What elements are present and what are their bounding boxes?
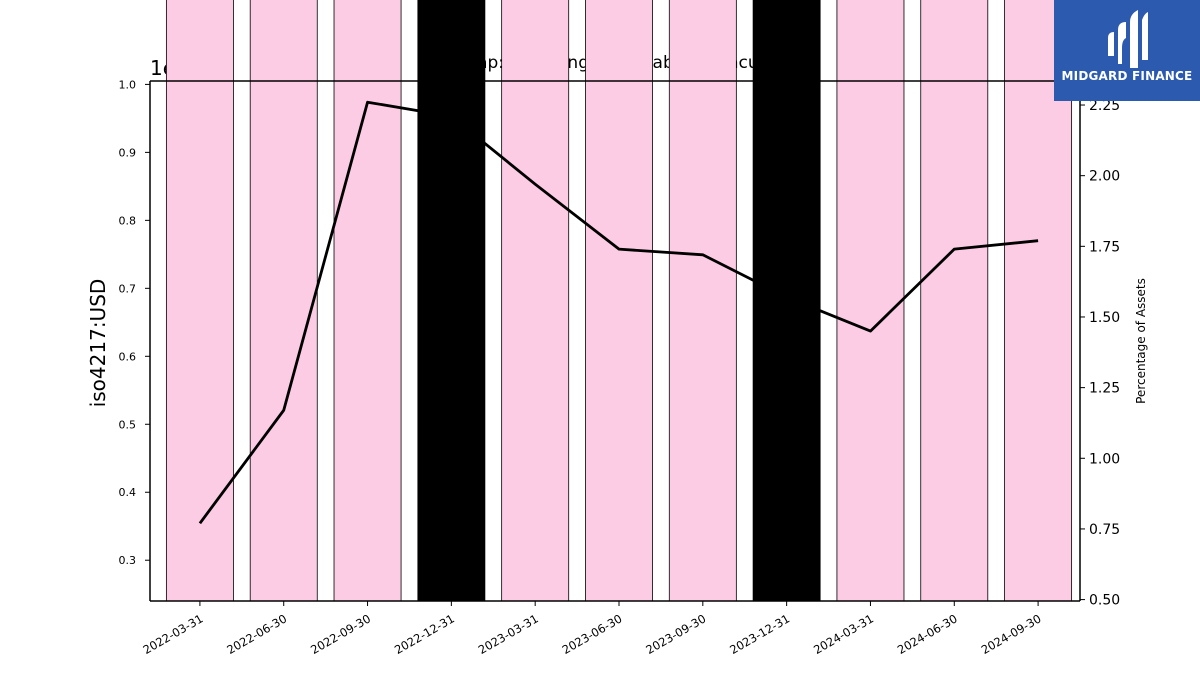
bar-2023-09-30 — [668, 0, 737, 602]
bar-2024-06-30 — [920, 0, 989, 602]
x-tick-label-2022-12-31: 2022-12-31 — [392, 611, 457, 657]
y-tick-label-0.7: 0.7 — [119, 282, 137, 295]
x-tick-label-2023-03-31: 2023-03-31 — [476, 611, 541, 657]
y-tick-label-1.0: 1.0 — [119, 78, 137, 91]
bar-2024-03-31 — [836, 0, 905, 602]
y2-tick-label-2.25: 2.25 — [1089, 98, 1120, 114]
y-tick-label-0.8: 0.8 — [119, 214, 137, 227]
y2-tick-label-1.75: 1.75 — [1089, 239, 1120, 255]
y-tick-label-0.5: 0.5 — [119, 418, 137, 431]
bar-2022-06-30 — [249, 0, 318, 602]
bar-2022-09-30 — [333, 0, 402, 602]
x-tick-label-2022-09-30: 2022-09-30 — [308, 611, 373, 657]
bar-2022-12-31 — [417, 0, 486, 602]
y2-tick-label-1.25: 1.25 — [1089, 381, 1120, 397]
y2-tick-label-0.75: 0.75 — [1089, 522, 1120, 538]
y2-tick-label-1.00: 1.00 — [1089, 451, 1120, 467]
x-tick-label-2024-06-30: 2024-06-30 — [895, 611, 960, 657]
x-tick-label-2022-03-31: 2022-03-31 — [141, 611, 206, 657]
bar-2023-12-31 — [752, 0, 821, 602]
x-tick-label-2024-03-31: 2024-03-31 — [811, 611, 876, 657]
y2-tick-label-2.00: 2.00 — [1089, 169, 1120, 185]
x-tick-label-2022-06-30: 2022-06-30 — [224, 611, 289, 657]
series-line-percentage-of-assets — [198, 100, 1039, 525]
x-tick-label-2024-09-30: 2024-09-30 — [979, 611, 1044, 657]
x-tick-label-2023-09-30: 2023-09-30 — [643, 611, 708, 657]
y-tick-label-0.3: 0.3 — [119, 554, 137, 567]
x-tick-label-2023-12-31: 2023-12-31 — [727, 611, 792, 657]
y-tick-label-0.9: 0.9 — [119, 146, 137, 159]
midgard-logo-icon — [1108, 10, 1148, 68]
y-tick-label-0.6: 0.6 — [119, 350, 137, 363]
y-axis-label: iso4217:USD — [86, 279, 110, 408]
y-tick-label-0.4: 0.4 — [119, 486, 137, 499]
x-tick-label-2023-06-30: 2023-06-30 — [560, 611, 625, 657]
y2-tick-label-1.50: 1.50 — [1089, 310, 1120, 326]
brand-logo: MIDGARD FINANCE — [1054, 0, 1200, 101]
y2-tick-label-0.50: 0.50 — [1089, 593, 1120, 609]
logo-text: MIDGARD FINANCE — [1061, 69, 1193, 83]
bar-2022-03-31 — [165, 0, 234, 602]
bar-2023-03-31 — [501, 0, 570, 602]
bar-2023-06-30 — [585, 0, 653, 602]
y2-axis-label: Percentage of Assets — [1134, 278, 1148, 404]
